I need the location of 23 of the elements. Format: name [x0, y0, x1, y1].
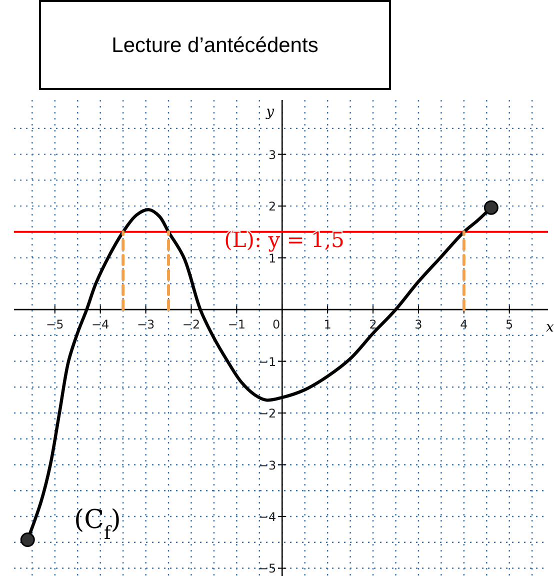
y-tick-label: 3 — [268, 148, 276, 162]
x-tick-label: 0 — [272, 318, 280, 332]
annotation: (C$_{f}$) — [74, 505, 121, 544]
y-tick-label: −4 — [258, 510, 276, 524]
y-tick-label: 1 — [268, 251, 276, 266]
y-tick-label: −3 — [258, 458, 276, 472]
y-tick-label: 2 — [268, 200, 276, 214]
x-tick-label: −4 — [91, 318, 110, 332]
y-axis-title: y — [265, 104, 276, 120]
x-tick-label: 3 — [414, 318, 422, 332]
x-tick-label: 2 — [369, 318, 377, 332]
x-tick-label: 5 — [506, 318, 514, 332]
x-axis-title: x — [546, 320, 554, 336]
x-tick-label: −5 — [46, 318, 64, 332]
x-tick-label: 4 — [460, 318, 468, 332]
x-tick-label: −3 — [136, 318, 155, 332]
chart-title: Lecture d’antécédents — [112, 34, 318, 57]
x-tick-label: −2 — [182, 318, 200, 332]
y-tick-label: −2 — [258, 406, 276, 421]
y-tick-label: −5 — [258, 562, 276, 576]
x-tick-label: −1 — [228, 318, 246, 332]
y-tick-label: −1 — [258, 354, 276, 369]
x-tick-label: 1 — [324, 318, 332, 332]
